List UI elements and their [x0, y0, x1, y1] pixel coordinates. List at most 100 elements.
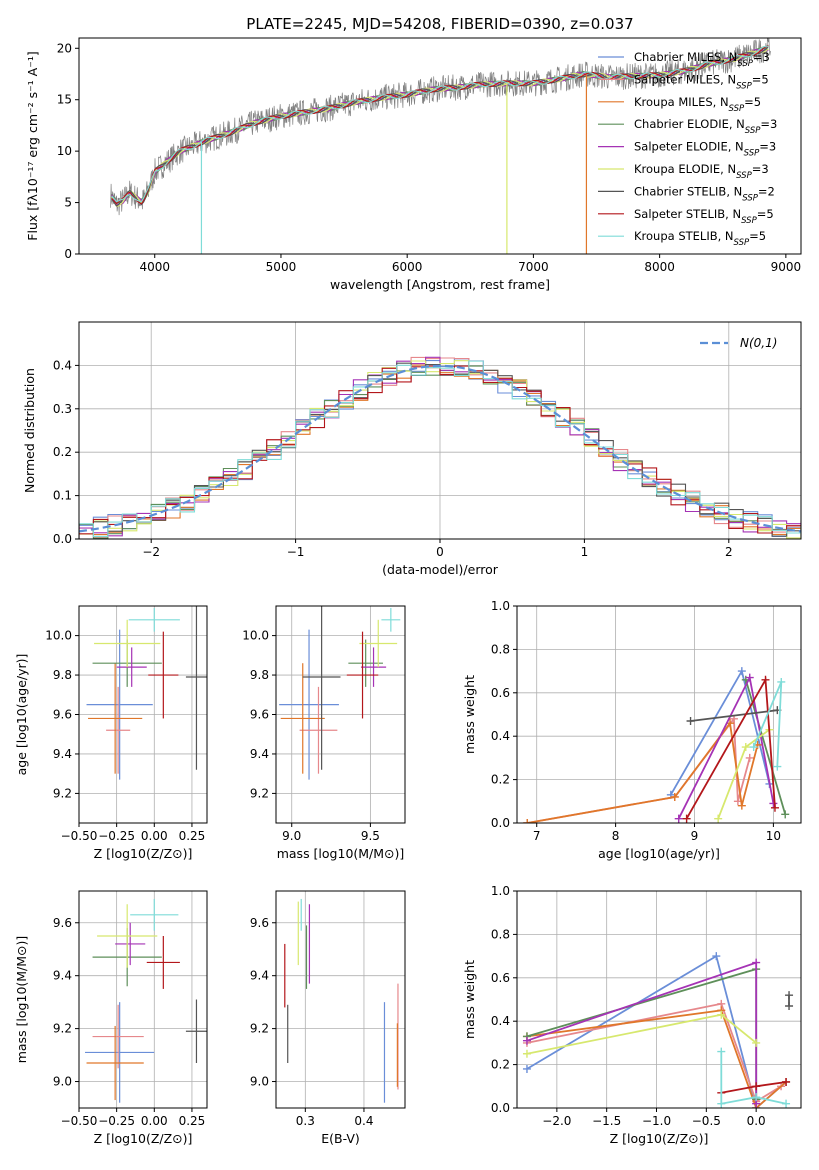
spectrum-axes: 4000 5000 6000 7000 8000 9000 0 5 10 15 20 waveleng… — [25, 37, 802, 292]
y-tick-label: 0.8 — [491, 642, 510, 656]
hist-plot — [79, 356, 801, 539]
y-tick-label: 9.6 — [250, 708, 269, 722]
weight-marker — [745, 673, 754, 682]
x-tick-label: 8000 — [644, 260, 675, 274]
y-tick-label: 0.3 — [53, 402, 72, 416]
weight-marker — [714, 814, 723, 823]
y-tick-label: 0.0 — [53, 532, 72, 546]
y-tick-label: 9.6 — [250, 916, 269, 930]
y-tick-label: 9.6 — [53, 708, 72, 722]
y-axis-label: age [log10(age/yr)] — [14, 654, 29, 776]
x-axis-label: age [log10(age/yr)] — [598, 846, 720, 861]
legend-label: Salpeter STELIB, NSSP=5 — [634, 207, 774, 226]
x-tick-label: 1 — [581, 545, 589, 559]
mass-ebv-grid — [276, 891, 405, 1108]
age-z-grid — [78, 606, 207, 823]
x-axis-label: E(B-V) — [321, 1131, 360, 1146]
y-tick-label: 9.6 — [53, 916, 72, 930]
x-tick-label: −1.5 — [592, 1114, 621, 1128]
legend-label: Kroupa ELODIE, NSSP=3 — [634, 162, 769, 181]
x-tick-label: −1 — [287, 545, 305, 559]
weight-marker — [745, 753, 754, 762]
weight-marker — [769, 799, 778, 808]
weight-marker — [782, 1099, 791, 1108]
hist-legend: N(0,1) — [700, 336, 777, 350]
weight-marker — [781, 810, 790, 819]
x-axis-label: mass [log10(M/M⊙)] — [277, 846, 405, 861]
mass-z-axes: −0.50 −0.25 0.00 0.25 9.0 9.2 9.4 9.6 Z [log10(Z… — [14, 890, 208, 1146]
weight-marker — [752, 958, 761, 967]
figure-title: PLATE=2245, MJD=54208, FIBERID=0390, z=0… — [246, 15, 633, 33]
mass-ebv-plot — [284, 898, 399, 1103]
x-tick-label: −0.50 — [61, 1114, 98, 1128]
weight-marker — [785, 1002, 794, 1011]
x-tick-label: 0 — [436, 545, 444, 559]
weight-age-axes: 7 8 9 10 0.0 0.2 0.4 0.6 0.8 1.0 age [log10(age/yr… — [462, 599, 802, 861]
weight-marker — [522, 1036, 531, 1045]
y-tick-label: 10 — [57, 144, 72, 158]
x-tick-label: −2.0 — [542, 1114, 571, 1128]
x-tick-label: 0.00 — [141, 1114, 168, 1128]
x-tick-label: 7 — [533, 829, 541, 843]
weight-marker — [752, 1038, 761, 1047]
weight-z-grid — [517, 890, 801, 1109]
weight-marker — [741, 743, 750, 752]
x-tick-label: 0.3 — [296, 1114, 315, 1128]
weight-marker — [686, 717, 695, 726]
y-tick-label: 1.0 — [491, 884, 510, 898]
y-axis-label: Normed distribution — [22, 368, 37, 493]
x-tick-label: 7000 — [518, 260, 549, 274]
x-tick-label: 10 — [766, 829, 781, 843]
weight-marker — [717, 1047, 726, 1056]
y-tick-label: 9.0 — [53, 1075, 72, 1089]
y-axis-label: Flux [fλ10⁻¹⁷ erg cm⁻² s⁻¹ A⁻¹] — [25, 51, 40, 240]
x-tick-label: 8 — [612, 829, 620, 843]
y-tick-label: 0.2 — [491, 773, 510, 787]
x-axis-label: Z [log10(Z/Z⊙)] — [610, 1131, 709, 1146]
weight-z-axes: −2.0 −1.5 −1.0 −0.5 0.0 0.0 0.2 0.4 0.6 0.8 1.0 Z [… — [462, 884, 802, 1146]
x-tick-label: 9.5 — [361, 829, 380, 843]
y-tick-label: 9.4 — [250, 969, 269, 983]
model-spectrum — [111, 44, 769, 205]
weight-marker — [682, 814, 691, 823]
legend-label: N(0,1) — [740, 336, 777, 350]
weight-marker — [674, 814, 683, 823]
x-tick-label: 4000 — [139, 260, 170, 274]
y-tick-label: 0.0 — [491, 816, 510, 830]
spectrum-plot — [110, 38, 771, 254]
legend-label: Salpeter ELODIE, NSSP=3 — [634, 140, 776, 159]
y-tick-label: 0.6 — [491, 971, 510, 985]
x-axis-label: Z [log10(Z/Z⊙)] — [94, 1131, 193, 1146]
y-tick-label: 0.0 — [491, 1101, 510, 1115]
weight-marker — [749, 743, 758, 752]
weight-marker — [773, 762, 782, 771]
weight-marker — [670, 792, 679, 801]
model-spectrum — [111, 45, 769, 203]
x-tick-label: −0.50 — [61, 829, 98, 843]
weight-line — [526, 1009, 787, 1108]
y-axis-label: mass [log10(M/M⊙)] — [14, 936, 29, 1064]
x-tick-label: 9.0 — [282, 829, 301, 843]
mass-z-plot — [85, 898, 207, 1103]
mass-z-frame — [78, 890, 208, 1109]
normal-curve — [79, 364, 801, 533]
model-spectrum — [111, 46, 769, 207]
x-tick-label: −0.5 — [692, 1114, 721, 1128]
weight-marker — [712, 952, 721, 961]
y-tick-label: 0.4 — [491, 1014, 510, 1028]
histogram-series — [79, 360, 801, 537]
legend-label: Chabrier ELODIE, NSSP=3 — [634, 117, 777, 136]
y-tick-label: 1.0 — [491, 599, 510, 613]
y-tick-label: 0.6 — [491, 686, 510, 700]
y-tick-label: 0.2 — [491, 1058, 510, 1072]
weight-marker — [752, 1082, 761, 1091]
weight-z-plot — [522, 952, 794, 1108]
age-z-plot — [86, 606, 207, 780]
x-tick-label: 5000 — [266, 260, 297, 274]
weight-marker — [785, 991, 794, 1000]
weight-marker — [522, 1049, 531, 1058]
weight-line — [526, 1002, 782, 1103]
legend-label: Kroupa STELIB, NSSP=5 — [634, 229, 766, 248]
weight-marker — [737, 801, 746, 810]
